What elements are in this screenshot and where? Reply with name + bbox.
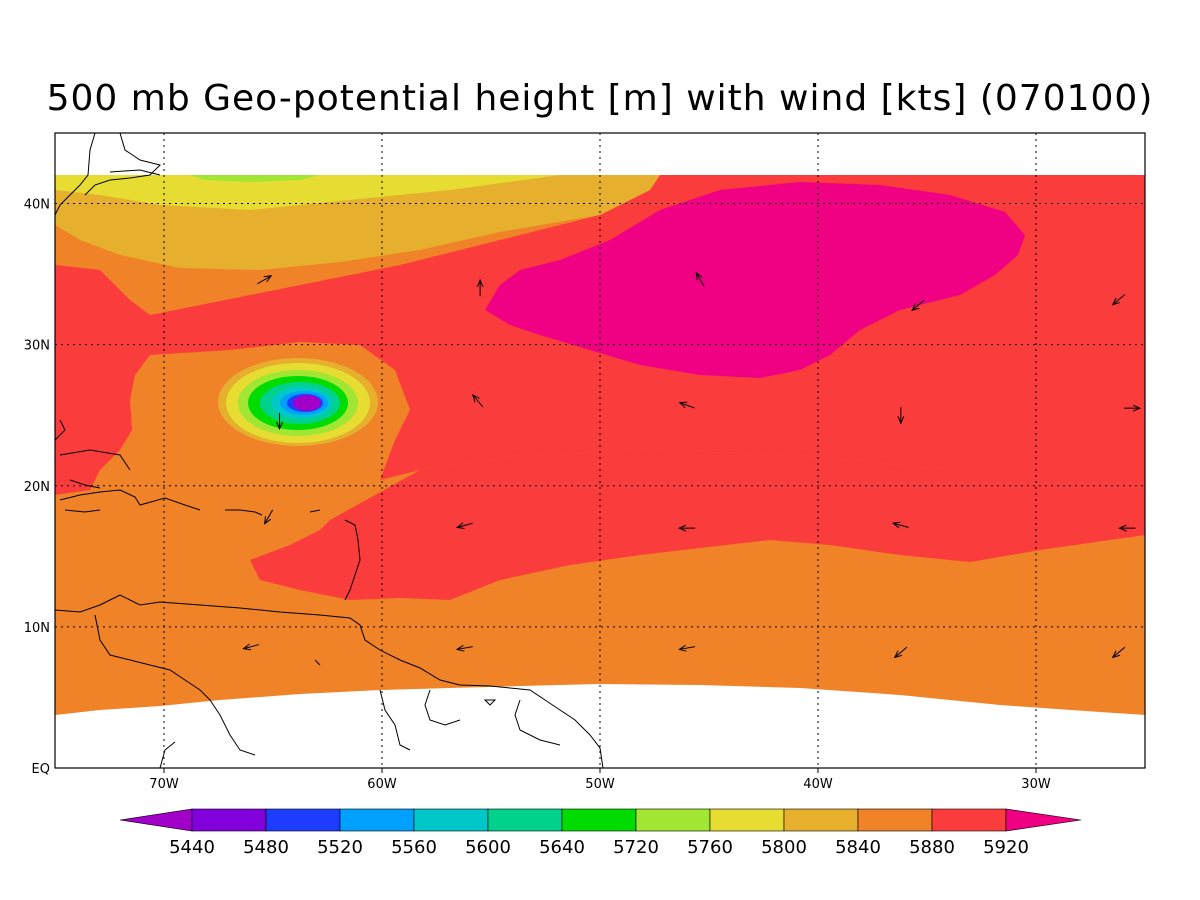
colorbar-label: 5760 [687,837,733,858]
wind-arrow [457,523,473,527]
colorbar-label: 5520 [317,837,363,858]
wind-arrow [243,645,260,649]
lat-tick-label: 10N [24,621,50,636]
colorbar-swatch [487,808,563,832]
lon-tick-label: 60W [367,777,397,792]
wind-arrow [680,403,695,409]
lon-tick-label: 50W [585,777,615,792]
colorbar-label: 5480 [243,837,289,858]
wind-arrow [257,276,271,285]
wind-arrow [696,273,705,287]
gridlines [55,133,1145,768]
colorbar-label: 5600 [465,837,511,858]
lat-tick-label: EQ [32,762,50,777]
colorbar-label: 5640 [539,837,585,858]
lat-tick-label: 20N [24,480,50,495]
wind-arrow [895,646,908,657]
coastlines [55,133,604,768]
lat-tick-labels: EQ 10N 20N 30N 40N [24,198,50,777]
colorbar-label: 5840 [835,837,881,858]
colorbar-label: 5720 [613,837,659,858]
colorbar-swatch [191,808,267,832]
colorbar-label: 5440 [169,837,215,858]
lon-tick-label: 40W [803,777,833,792]
lon-tick-label: 30W [1021,777,1051,792]
page-title: 500 mb Geo-potential height [m] with win… [46,78,1154,119]
wind-arrow [1113,293,1126,304]
wind-arrow [265,509,274,524]
colorbar: 5440 5480 5520 5560 5600 5640 5720 5760 5800 5840… [119,808,1082,858]
wind-arrow [473,395,484,408]
lon-tick-label: 70W [149,777,179,792]
colorbar-label: 5920 [983,837,1029,858]
cutoff-low [218,358,378,446]
colorbar-label: 5560 [391,837,437,858]
wind-vectors [243,273,1139,658]
height-band-5760-5800 [55,175,560,210]
wind-arrow [457,647,473,650]
colorbar-swatch [709,808,785,832]
colorbar-swatch [265,808,341,832]
colorbar-swatch [561,808,637,832]
height-ridge-5920-plus [485,182,1025,378]
contour-field [55,133,1145,768]
lon-tick-labels: 70W 60W 50W 40W 30W [149,768,1051,792]
height-band-5880-5920-south [250,450,1145,600]
colorbar-swatch [857,808,933,832]
lat-tick-label: 40N [24,198,50,213]
height-band-5720-5760 [190,175,320,182]
wind-arrow [912,299,925,310]
wind-arrow [679,647,696,650]
colorbar-high-end [1005,808,1082,832]
wind-arrow [893,523,909,527]
colorbar-swatch [931,808,1007,832]
lat-tick-label: 30N [24,339,50,354]
colorbar-low-end [119,808,193,832]
colorbar-label: 5800 [761,837,807,858]
colorbar-swatch [413,808,489,832]
colorbar-label: 5880 [909,837,955,858]
colorbar-swatch [339,808,415,832]
colorbar-swatch [635,808,711,832]
wind-arrow [1113,646,1126,657]
colorbar-swatch [783,808,859,832]
